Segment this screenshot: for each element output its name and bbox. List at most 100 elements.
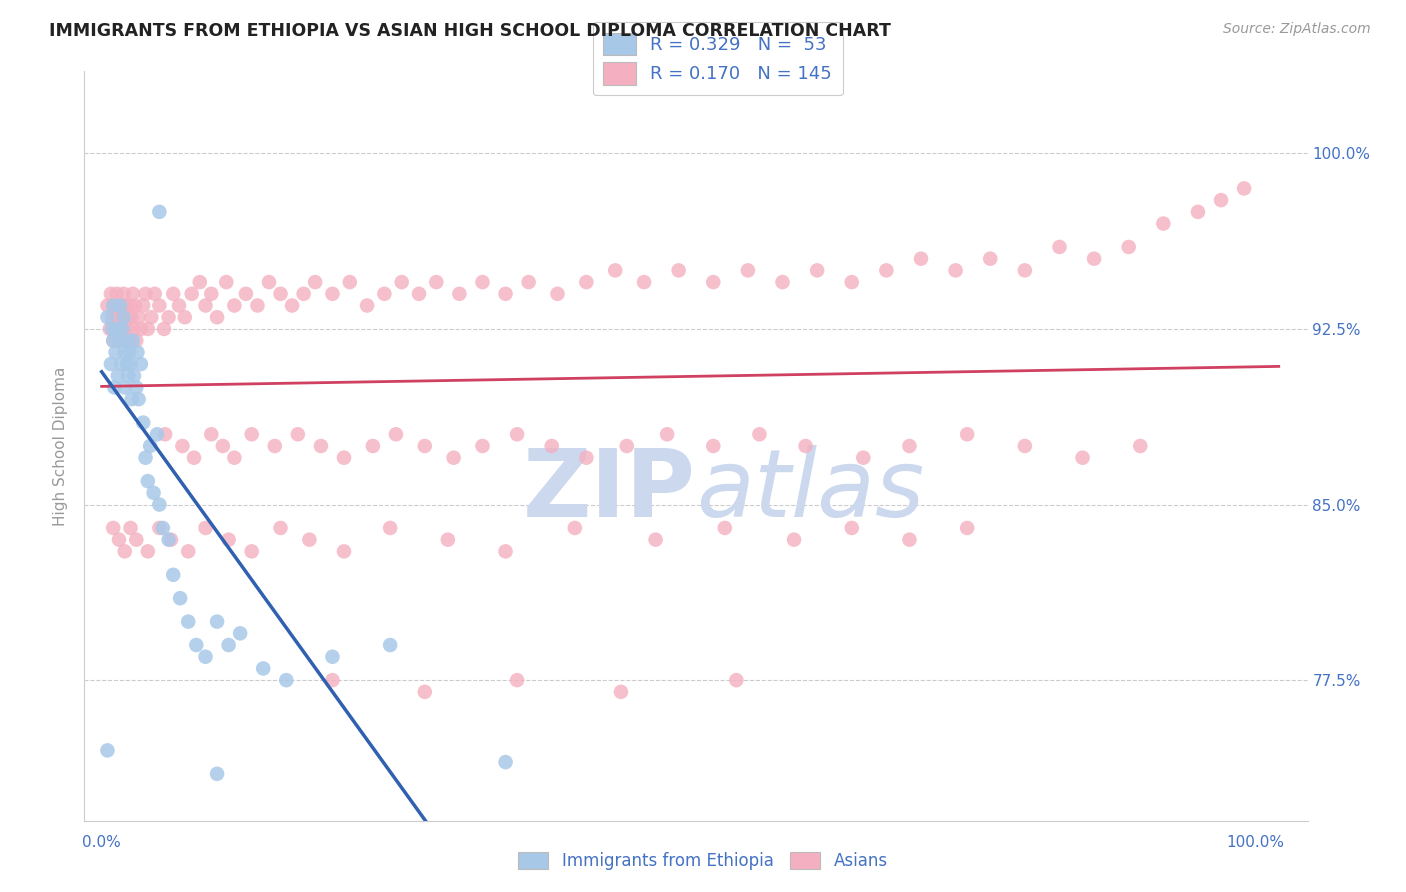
Point — [794, 439, 817, 453]
Point — [103, 298, 125, 312]
Point — [160, 533, 183, 547]
Point — [215, 275, 238, 289]
Point — [136, 474, 159, 488]
Point — [205, 310, 228, 325]
Point — [120, 357, 142, 371]
Point — [103, 334, 125, 348]
Point — [194, 649, 217, 664]
Point — [125, 380, 148, 394]
Point — [101, 310, 124, 325]
Point — [471, 439, 494, 453]
Text: Source: ZipAtlas.com: Source: ZipAtlas.com — [1223, 22, 1371, 37]
Point — [373, 286, 395, 301]
Point — [218, 638, 240, 652]
Point — [112, 286, 135, 301]
Point — [1209, 193, 1232, 207]
Point — [1071, 450, 1094, 465]
Point — [173, 310, 195, 325]
Point — [125, 334, 148, 348]
Point — [135, 450, 157, 465]
Point — [517, 275, 540, 289]
Point — [391, 275, 413, 289]
Point — [956, 521, 979, 535]
Point — [321, 286, 343, 301]
Point — [772, 275, 794, 289]
Point — [115, 298, 138, 312]
Point — [110, 322, 132, 336]
Point — [224, 298, 246, 312]
Point — [1152, 217, 1174, 231]
Point — [1083, 252, 1105, 266]
Point — [162, 286, 184, 301]
Point — [153, 427, 176, 442]
Point — [655, 427, 678, 442]
Point — [1233, 181, 1256, 195]
Point — [333, 450, 356, 465]
Point — [128, 392, 150, 406]
Point — [186, 638, 208, 652]
Text: IMMIGRANTS FROM ETHIOPIA VS ASIAN HIGH SCHOOL DIPLOMA CORRELATION CHART: IMMIGRANTS FROM ETHIOPIA VS ASIAN HIGH S… — [49, 22, 891, 40]
Point — [101, 322, 124, 336]
Point — [148, 298, 170, 312]
Point — [783, 533, 806, 547]
Point — [188, 275, 211, 289]
Point — [1014, 263, 1036, 277]
Point — [616, 439, 638, 453]
Point — [205, 615, 228, 629]
Point — [128, 310, 150, 325]
Point — [471, 275, 494, 289]
Point — [281, 298, 304, 312]
Text: 100.0%: 100.0% — [1226, 835, 1285, 850]
Point — [121, 392, 143, 406]
Point — [146, 427, 169, 442]
Point — [644, 533, 666, 547]
Legend: Immigrants from Ethiopia, Asians: Immigrants from Ethiopia, Asians — [512, 845, 894, 877]
Point — [180, 286, 202, 301]
Point — [183, 450, 205, 465]
Point — [298, 533, 321, 547]
Point — [979, 252, 1001, 266]
Point — [105, 322, 128, 336]
Point — [108, 298, 131, 312]
Point — [270, 286, 292, 301]
Point — [103, 298, 125, 312]
Point — [610, 685, 633, 699]
Point — [167, 298, 190, 312]
Point — [177, 615, 200, 629]
Point — [339, 275, 361, 289]
Point — [148, 521, 170, 535]
Point — [1187, 204, 1209, 219]
Point — [194, 521, 217, 535]
Point — [115, 322, 138, 336]
Text: atlas: atlas — [696, 445, 924, 536]
Point — [200, 427, 222, 442]
Point — [143, 286, 166, 301]
Point — [96, 743, 118, 757]
Point — [356, 298, 378, 312]
Point — [121, 334, 143, 348]
Point — [270, 521, 292, 535]
Point — [98, 322, 121, 336]
Point — [495, 286, 517, 301]
Point — [605, 263, 627, 277]
Point — [194, 298, 217, 312]
Legend: R = 0.329   N =  53, R = 0.170   N = 145: R = 0.329 N = 53, R = 0.170 N = 145 — [592, 22, 842, 95]
Point — [100, 357, 122, 371]
Point — [107, 368, 129, 383]
Point — [547, 286, 569, 301]
Point — [148, 498, 170, 512]
Point — [108, 533, 131, 547]
Point — [575, 450, 598, 465]
Point — [361, 439, 384, 453]
Point — [105, 286, 128, 301]
Point — [148, 204, 170, 219]
Point — [437, 533, 460, 547]
Point — [748, 427, 770, 442]
Point — [152, 521, 174, 535]
Point — [276, 673, 298, 687]
Point — [169, 591, 191, 606]
Point — [246, 298, 269, 312]
Point — [287, 427, 309, 442]
Point — [380, 638, 402, 652]
Point — [506, 673, 529, 687]
